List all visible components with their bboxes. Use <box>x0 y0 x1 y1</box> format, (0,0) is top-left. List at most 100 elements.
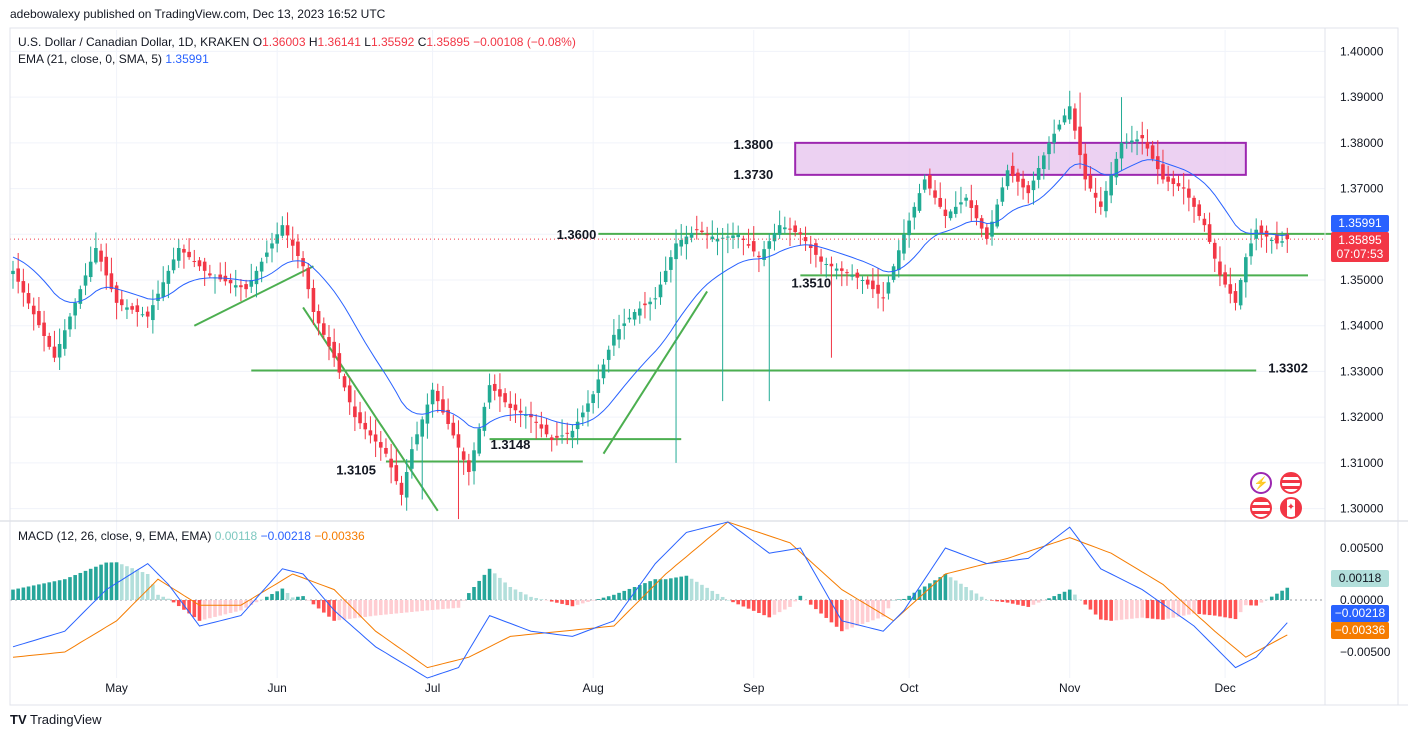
macd-signal-value: −0.00336 <box>314 529 365 543</box>
macd-histogram-bar <box>586 600 590 602</box>
macd-histogram-bar <box>953 580 958 600</box>
candle-body <box>933 190 937 198</box>
macd-histogram-bar <box>265 596 269 600</box>
macd-histogram-bar <box>928 583 932 600</box>
candle-body <box>368 430 373 436</box>
time-tick-label: Aug <box>582 681 603 695</box>
macd-tick-label: 0.00500 <box>1340 541 1384 555</box>
macd-signal-line <box>12 521 1288 669</box>
macd-histogram-bar <box>451 600 456 609</box>
macd-histogram-bar <box>342 600 347 620</box>
high-label: H <box>308 35 318 49</box>
candle-body <box>731 235 735 239</box>
macd-histogram-bar <box>694 581 699 600</box>
macd-histogram-bar <box>306 600 311 601</box>
candle-body <box>332 341 336 358</box>
candle-body <box>456 434 461 448</box>
candle-body <box>995 204 999 227</box>
macd-histogram-bar <box>52 581 57 600</box>
candle-body <box>239 285 243 288</box>
macd-histogram-bar <box>1088 600 1093 610</box>
candle-body <box>643 303 647 306</box>
macd-hist-value: 0.00118 <box>214 529 258 543</box>
macd-histogram-bar <box>275 591 279 600</box>
macd-histogram-bar <box>555 600 559 603</box>
macd-histogram-bar <box>1109 600 1113 621</box>
candle-body <box>539 424 544 429</box>
candle-body <box>1104 190 1108 212</box>
resistance-zone[interactable] <box>794 141 1247 176</box>
macd-histogram-bar <box>959 583 963 600</box>
macd-histogram-bar <box>1244 600 1248 606</box>
macd-histogram-bar <box>1166 600 1170 619</box>
time-tick-label: Jul <box>425 681 440 695</box>
candle-body <box>492 383 497 391</box>
candle-body <box>601 364 606 379</box>
candle-body <box>684 236 689 245</box>
us-flag-event-icon[interactable] <box>1250 497 1272 519</box>
macd-histogram-bar <box>435 600 440 610</box>
tradingview-logo[interactable]: TV TradingView <box>10 712 102 727</box>
macd-histogram-bar <box>1202 600 1207 615</box>
macd-histogram-bar <box>1280 590 1284 600</box>
candle-body <box>715 238 720 242</box>
macd-histogram-bar <box>1119 600 1124 620</box>
candle-body <box>280 225 285 236</box>
candle-body <box>1223 272 1227 285</box>
macd-histogram-bar <box>1114 600 1119 621</box>
macd-histogram-bar <box>259 599 264 600</box>
candle-body <box>736 234 740 238</box>
macd-histogram-bar <box>125 566 129 600</box>
us-flag-event-icon[interactable] <box>1280 472 1302 494</box>
macd-histogram-bar <box>156 594 160 600</box>
ema-value: 1.35991 <box>165 52 209 66</box>
candle-body <box>808 244 813 248</box>
candle-body <box>171 259 176 271</box>
candle-body <box>275 234 279 244</box>
macd-histogram-bar <box>63 579 67 600</box>
macd-histogram-bar <box>145 574 150 600</box>
candle-body <box>1192 197 1196 207</box>
candle-body <box>767 241 772 249</box>
candle-body <box>689 233 694 238</box>
macd-histogram-bar <box>130 568 134 600</box>
macd-histogram-bar <box>912 592 917 600</box>
trendlines[interactable] <box>193 265 708 512</box>
candle-body <box>1259 225 1264 234</box>
macd-histogram-bar <box>1228 600 1233 619</box>
macd-histogram-bar <box>860 600 865 624</box>
macd-histogram-bar <box>1026 600 1031 607</box>
candle-body <box>285 225 290 236</box>
candle-body <box>819 256 823 262</box>
macd-histogram-bar <box>492 573 497 600</box>
candle-body <box>1031 180 1036 191</box>
candle-body <box>119 299 124 306</box>
candle-body <box>871 280 875 290</box>
macd-histogram-bar <box>886 600 891 609</box>
ema-legend[interactable]: EMA (21, close, 0, SMA, 5) 1.35991 <box>18 52 209 66</box>
time-x-axis: May Jun Jul Aug Sep Oct Nov Dec <box>105 681 1236 695</box>
macd-histogram-bar <box>767 600 772 618</box>
macd-legend[interactable]: MACD (12, 26, close, 9, EMA, EMA) 0.0011… <box>18 529 365 543</box>
horizontal-levels[interactable] <box>251 232 1376 463</box>
candle-body <box>1280 241 1284 243</box>
candle-body <box>1047 142 1051 155</box>
lightning-event-icon[interactable]: ⚡ <box>1250 472 1272 494</box>
macd-histogram-bar <box>741 600 746 607</box>
candle-body <box>1150 145 1155 159</box>
canada-flag-event-icon[interactable]: ✦ <box>1280 497 1302 519</box>
candle-body <box>233 285 238 288</box>
price-tick-label: 1.39000 <box>1340 90 1384 104</box>
candle-body <box>705 234 709 236</box>
candle-body <box>1187 188 1191 198</box>
candle-body <box>1140 135 1145 139</box>
candle-body <box>16 268 20 282</box>
macd-histogram-bar <box>140 572 145 600</box>
macd-histogram-bar <box>280 588 285 600</box>
candle-body <box>135 305 140 312</box>
candle-body <box>270 243 274 249</box>
macd-histogram-bar <box>404 600 409 613</box>
macd-histogram-bar <box>979 596 984 600</box>
symbol-legend[interactable]: U.S. Dollar / Canadian Dollar, 1D, KRAKE… <box>18 35 576 49</box>
